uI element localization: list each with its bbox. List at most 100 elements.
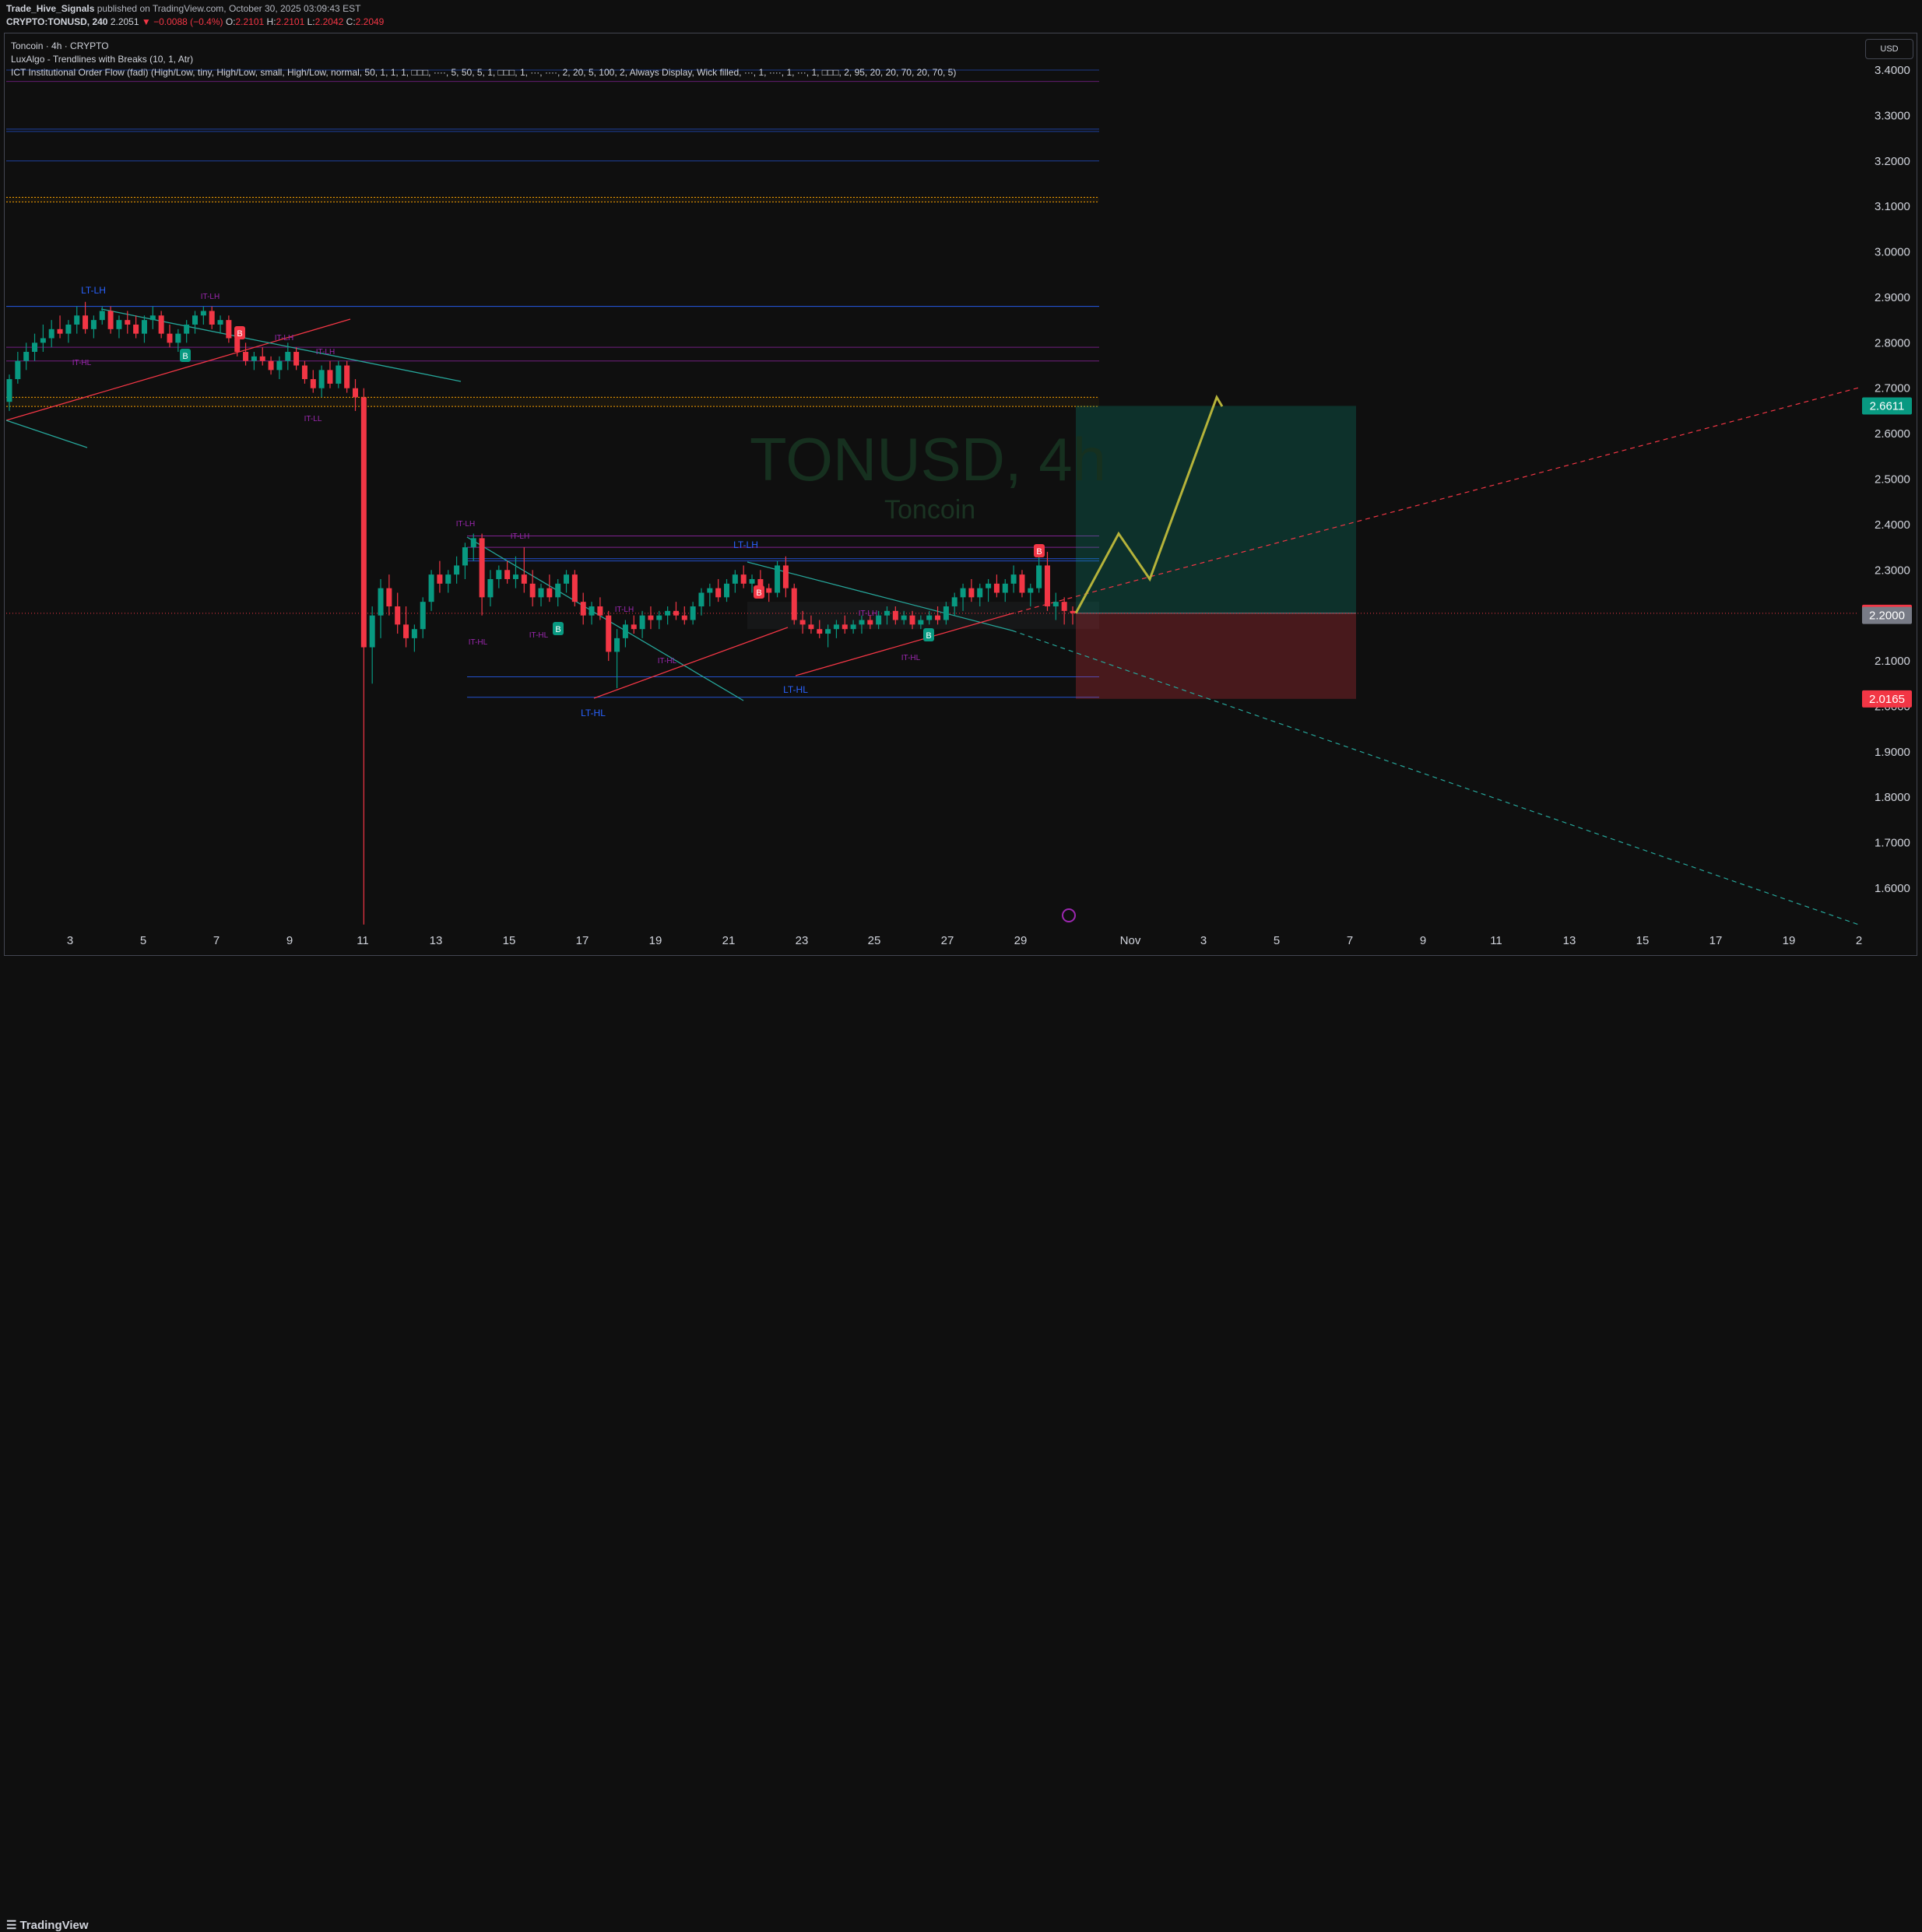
chart-pane[interactable] bbox=[4, 33, 1917, 956]
x-tick-label: 9 bbox=[1420, 934, 1426, 947]
candle-body bbox=[352, 388, 358, 398]
structure-label: IT-LH bbox=[275, 334, 293, 342]
candle-body bbox=[986, 583, 992, 588]
legend-title[interactable]: Toncoin · 4h · CRYPTO bbox=[11, 40, 109, 51]
y-tick-label: 2.1000 bbox=[1875, 655, 1910, 668]
y-tick-label: 3.3000 bbox=[1875, 109, 1910, 122]
candle-body bbox=[234, 338, 241, 353]
legend-indicator-order-flow[interactable]: ICT Institutional Order Flow (fadi) (Hig… bbox=[11, 67, 957, 78]
structure-label: IT-HL bbox=[529, 631, 549, 640]
candle-body bbox=[698, 592, 704, 607]
chart-header: Trade_Hive_Signals published on TradingV… bbox=[0, 0, 1922, 31]
candle-body bbox=[48, 328, 54, 339]
candle-body bbox=[512, 574, 518, 579]
break-badge bbox=[754, 585, 764, 599]
candle-body bbox=[217, 320, 223, 325]
candle-body bbox=[487, 578, 494, 598]
price-tag-label: 2.2000 bbox=[1869, 609, 1905, 623]
y-tick-label: 3.1000 bbox=[1875, 200, 1910, 213]
x-tick-label: 9 bbox=[286, 934, 293, 947]
y-tick-label: 2.4000 bbox=[1875, 518, 1910, 532]
candle-body bbox=[428, 574, 434, 602]
x-tick-label: 23 bbox=[796, 934, 809, 947]
structure-label: IT-LH bbox=[859, 609, 877, 618]
candle-body bbox=[504, 570, 511, 579]
tradingview-logo[interactable]: ☰ TradingView bbox=[6, 1918, 92, 1932]
y-tick-label: 2.3000 bbox=[1875, 564, 1910, 577]
candle-body bbox=[825, 629, 831, 634]
candle-body bbox=[597, 606, 603, 616]
candle-body bbox=[876, 615, 882, 625]
candle-body bbox=[799, 620, 806, 625]
candle-body bbox=[901, 615, 907, 620]
x-tick-label: 29 bbox=[1014, 934, 1028, 947]
legend-indicator-trendlines[interactable]: LuxAlgo - Trendlines with Breaks (10, 1,… bbox=[11, 54, 194, 65]
candle-body bbox=[243, 352, 249, 361]
candle-body bbox=[1061, 602, 1067, 611]
tv-logo-icon: ☰ bbox=[6, 1919, 17, 1932]
candle-body bbox=[420, 602, 426, 630]
candle-body bbox=[775, 565, 781, 593]
candle-body bbox=[57, 328, 63, 334]
candle-body bbox=[993, 583, 1000, 593]
trendline bbox=[593, 627, 789, 699]
high-label: H: bbox=[266, 16, 276, 27]
watermark-symbol: TONUSD, 4h bbox=[750, 425, 1107, 494]
trendline bbox=[5, 420, 88, 448]
candle-body bbox=[850, 624, 856, 630]
price-tag bbox=[1862, 606, 1912, 624]
candle-body bbox=[656, 615, 662, 620]
y-tick-label: 3.2000 bbox=[1875, 155, 1910, 168]
candle-body bbox=[926, 615, 933, 620]
ohlc-line: CRYPTO:TONUSD, 240 2.2051 ▼ −0.0088 (−0.… bbox=[6, 16, 384, 27]
candle-body bbox=[192, 315, 199, 325]
x-tick-label: 17 bbox=[1709, 934, 1723, 947]
publish-date: published on TradingView.com, October 30… bbox=[97, 3, 361, 14]
y-tick-label: 1.8000 bbox=[1875, 791, 1910, 804]
structure-label: LT-LH bbox=[81, 285, 106, 296]
candle-body bbox=[90, 320, 97, 329]
candle-body bbox=[395, 606, 401, 625]
x-tick-label: 3 bbox=[1200, 934, 1207, 947]
candle-body bbox=[631, 624, 637, 630]
candle-body bbox=[437, 574, 443, 584]
candle-body bbox=[935, 615, 941, 620]
currency-button[interactable]: USD bbox=[1865, 39, 1913, 59]
candle-body bbox=[782, 565, 789, 588]
candle-body bbox=[968, 588, 975, 598]
price-chart[interactable]: LT-LH IT-LH IT-HL IT-LH IT-LH IT-LL IT-LH IT-LH… bbox=[0, 0, 1922, 983]
structure-label: LT-LH bbox=[733, 539, 758, 550]
structure-label: IT-HL bbox=[901, 654, 921, 662]
candle-body bbox=[555, 583, 561, 598]
trendline bbox=[5, 318, 351, 421]
candle-body bbox=[892, 610, 898, 620]
replay-icon bbox=[1062, 908, 1076, 922]
x-tick-label: 13 bbox=[430, 934, 443, 947]
candle-body bbox=[226, 320, 232, 339]
candle-body bbox=[665, 610, 671, 616]
x-tick-label: 15 bbox=[1636, 934, 1650, 947]
break-badge-label: B bbox=[926, 631, 931, 641]
candle-body bbox=[564, 574, 570, 584]
candle-body bbox=[259, 356, 265, 361]
candle-body bbox=[310, 379, 316, 388]
price-tag bbox=[1862, 397, 1912, 415]
candle-body bbox=[369, 615, 375, 648]
structure-label: IT-LH bbox=[511, 532, 529, 541]
candle-body bbox=[470, 538, 476, 548]
candle-body bbox=[960, 588, 966, 598]
candle-body bbox=[918, 620, 924, 625]
y-tick-label: 2.5000 bbox=[1875, 473, 1910, 487]
break-badge-label: B bbox=[555, 625, 560, 634]
author-name[interactable]: Trade_Hive_Signals bbox=[6, 3, 95, 14]
stop-zone bbox=[1076, 613, 1356, 699]
candle-body bbox=[1052, 602, 1059, 607]
candle-body bbox=[65, 324, 72, 334]
structure-label: IT-LH bbox=[316, 348, 335, 357]
break-badge-label: B bbox=[756, 588, 761, 598]
y-tick-label: 1.9000 bbox=[1875, 746, 1910, 759]
trendline-extension-down bbox=[1011, 630, 1860, 926]
break-badge bbox=[1034, 544, 1045, 557]
structure-label: IT-LH bbox=[456, 520, 475, 529]
x-tick-label: 19 bbox=[1783, 934, 1796, 947]
